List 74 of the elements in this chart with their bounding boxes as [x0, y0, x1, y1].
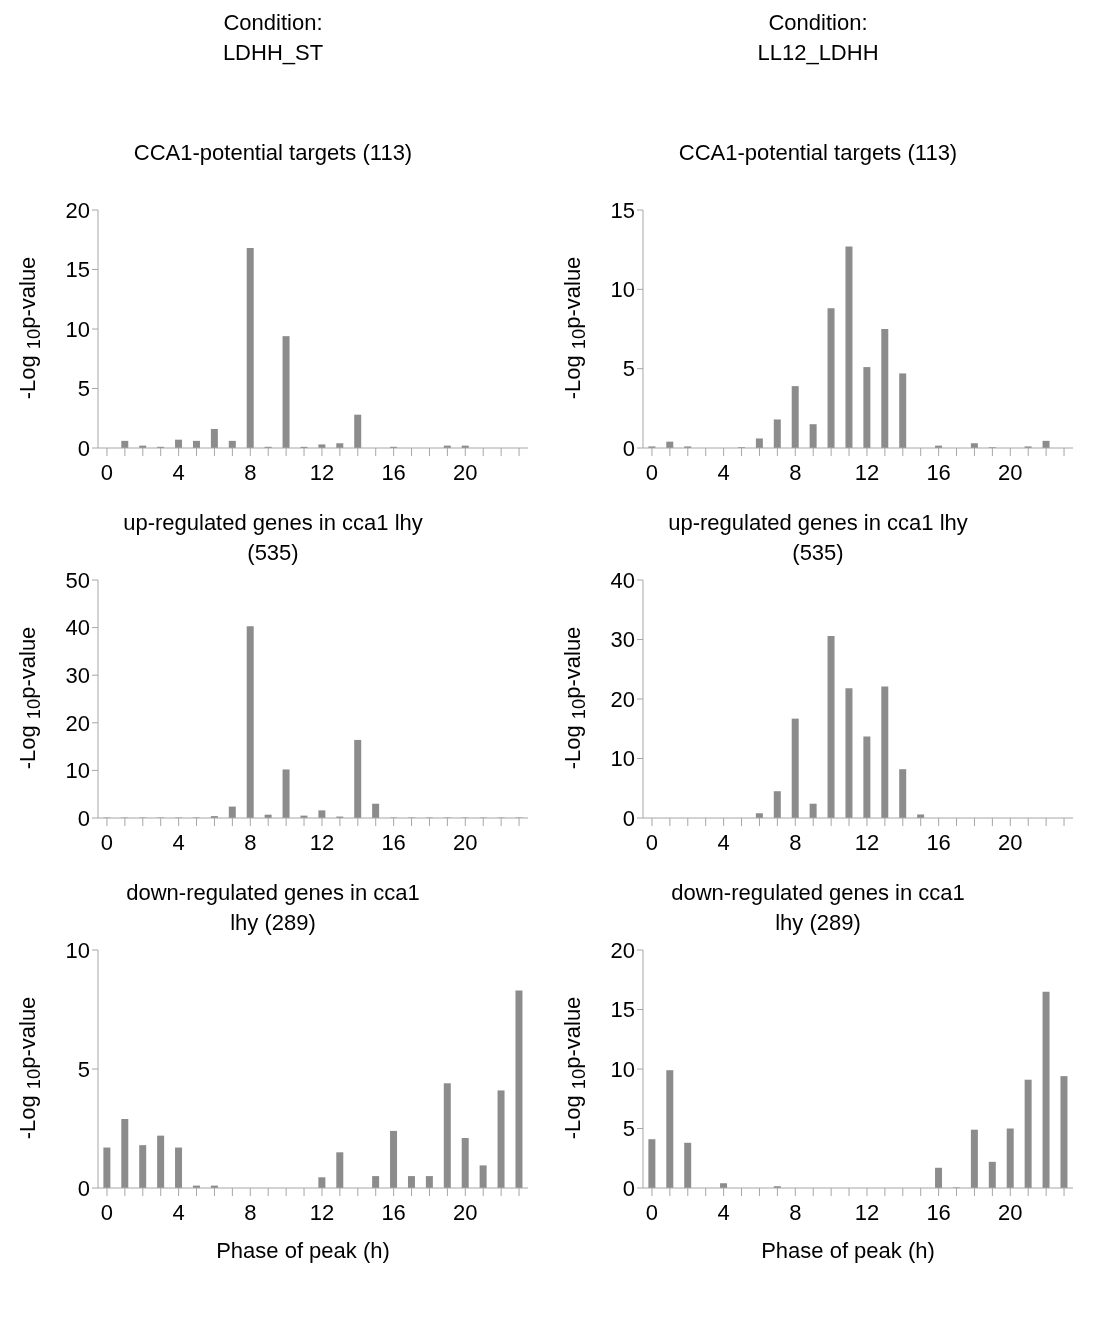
- y-tick-label: 10: [610, 1056, 635, 1082]
- y-tick-label: 10: [610, 746, 635, 772]
- x-tick-label: 0: [645, 829, 659, 855]
- x-tick-label: 12: [854, 829, 880, 855]
- y-tick-label: 5: [622, 1116, 635, 1142]
- x-tick-label: 4: [717, 459, 730, 485]
- y-tick-label: 5: [77, 376, 90, 402]
- y-tick-label: 40: [65, 615, 90, 641]
- x-tick-label: 0: [100, 459, 114, 485]
- x-tick-label: 8: [244, 459, 257, 485]
- x-tick-label: 4: [717, 1199, 730, 1225]
- chart-title: down-regulated genes in cca1 lhy (289): [670, 879, 966, 937]
- x-tick-label: 8: [789, 459, 802, 485]
- x-tick-label: 8: [244, 829, 257, 855]
- x-tick-label: 20: [453, 829, 478, 855]
- chart-title: down-regulated genes in cca1 lhy (289): [125, 879, 421, 937]
- y-tick-label: 5: [77, 1056, 90, 1082]
- y-tick-label: 15: [65, 257, 90, 283]
- x-tick-label: 4: [717, 829, 730, 855]
- y-tick-label: 0: [622, 1175, 635, 1201]
- text: Condition: LL12_LDHH: [756, 9, 880, 67]
- y-tick-label: 30: [610, 627, 635, 653]
- x-axis-title: Phase of peak (h): [215, 1238, 391, 1264]
- x-tick-label: 16: [926, 829, 951, 855]
- x-tick-label: 4: [172, 459, 185, 485]
- chart-title: up-regulated genes in cca1 lhy (535): [123, 509, 423, 567]
- x-tick-label: 20: [453, 459, 478, 485]
- chart-title: up-regulated genes in cca1 lhy (535): [668, 509, 968, 567]
- x-tick-label: 0: [645, 1199, 659, 1225]
- x-tick-label: 8: [244, 1199, 257, 1225]
- y-tick-label: 15: [610, 997, 635, 1023]
- x-tick-label: 12: [854, 1199, 880, 1225]
- text: Condition: LDHH_ST: [221, 9, 325, 67]
- x-tick-label: 16: [381, 1199, 406, 1225]
- x-tick-label: 0: [645, 459, 659, 485]
- y-tick-label: 10: [65, 316, 90, 342]
- x-tick-label: 20: [998, 1199, 1023, 1225]
- y-tick-label: 20: [65, 197, 90, 223]
- chart-title: CCA1-potential targets (113): [132, 139, 414, 167]
- x-tick-label: 20: [998, 829, 1023, 855]
- y-tick-label: 15: [610, 197, 635, 223]
- x-tick-label: 20: [453, 1199, 478, 1225]
- y-tick-label: 10: [610, 277, 635, 303]
- x-tick-label: 12: [854, 459, 880, 485]
- y-tick-label: 20: [65, 710, 90, 736]
- x-tick-label: 16: [381, 829, 406, 855]
- x-tick-label: 4: [172, 829, 185, 855]
- y-tick-label: 40: [610, 567, 635, 593]
- x-tick-label: 8: [789, 829, 802, 855]
- x-tick-label: 0: [100, 1199, 114, 1225]
- y-tick-label: 0: [622, 805, 635, 831]
- x-tick-label: 16: [926, 459, 951, 485]
- y-tick-label: 20: [610, 937, 635, 963]
- x-tick-label: 12: [309, 1199, 335, 1225]
- x-tick-label: 8: [789, 1199, 802, 1225]
- y-tick-label: 0: [77, 435, 90, 461]
- x-tick-label: 12: [309, 459, 335, 485]
- x-tick-label: 16: [381, 459, 406, 485]
- x-tick-label: 20: [998, 459, 1023, 485]
- x-tick-label: 0: [100, 829, 114, 855]
- y-tick-label: 10: [65, 937, 90, 963]
- x-tick-label: 12: [309, 829, 335, 855]
- y-tick-label: 5: [622, 356, 635, 382]
- y-tick-label: 0: [77, 1175, 90, 1201]
- y-tick-label: 0: [622, 435, 635, 461]
- x-tick-label: 4: [172, 1199, 185, 1225]
- y-tick-label: 10: [65, 758, 90, 784]
- chart-title: CCA1-potential targets (113): [677, 139, 959, 167]
- y-tick-label: 30: [65, 663, 90, 689]
- y-tick-label: 0: [77, 805, 90, 831]
- x-tick-label: 16: [926, 1199, 951, 1225]
- y-tick-label: 20: [610, 686, 635, 712]
- y-tick-label: 50: [65, 567, 90, 593]
- x-axis-title: Phase of peak (h): [760, 1238, 936, 1264]
